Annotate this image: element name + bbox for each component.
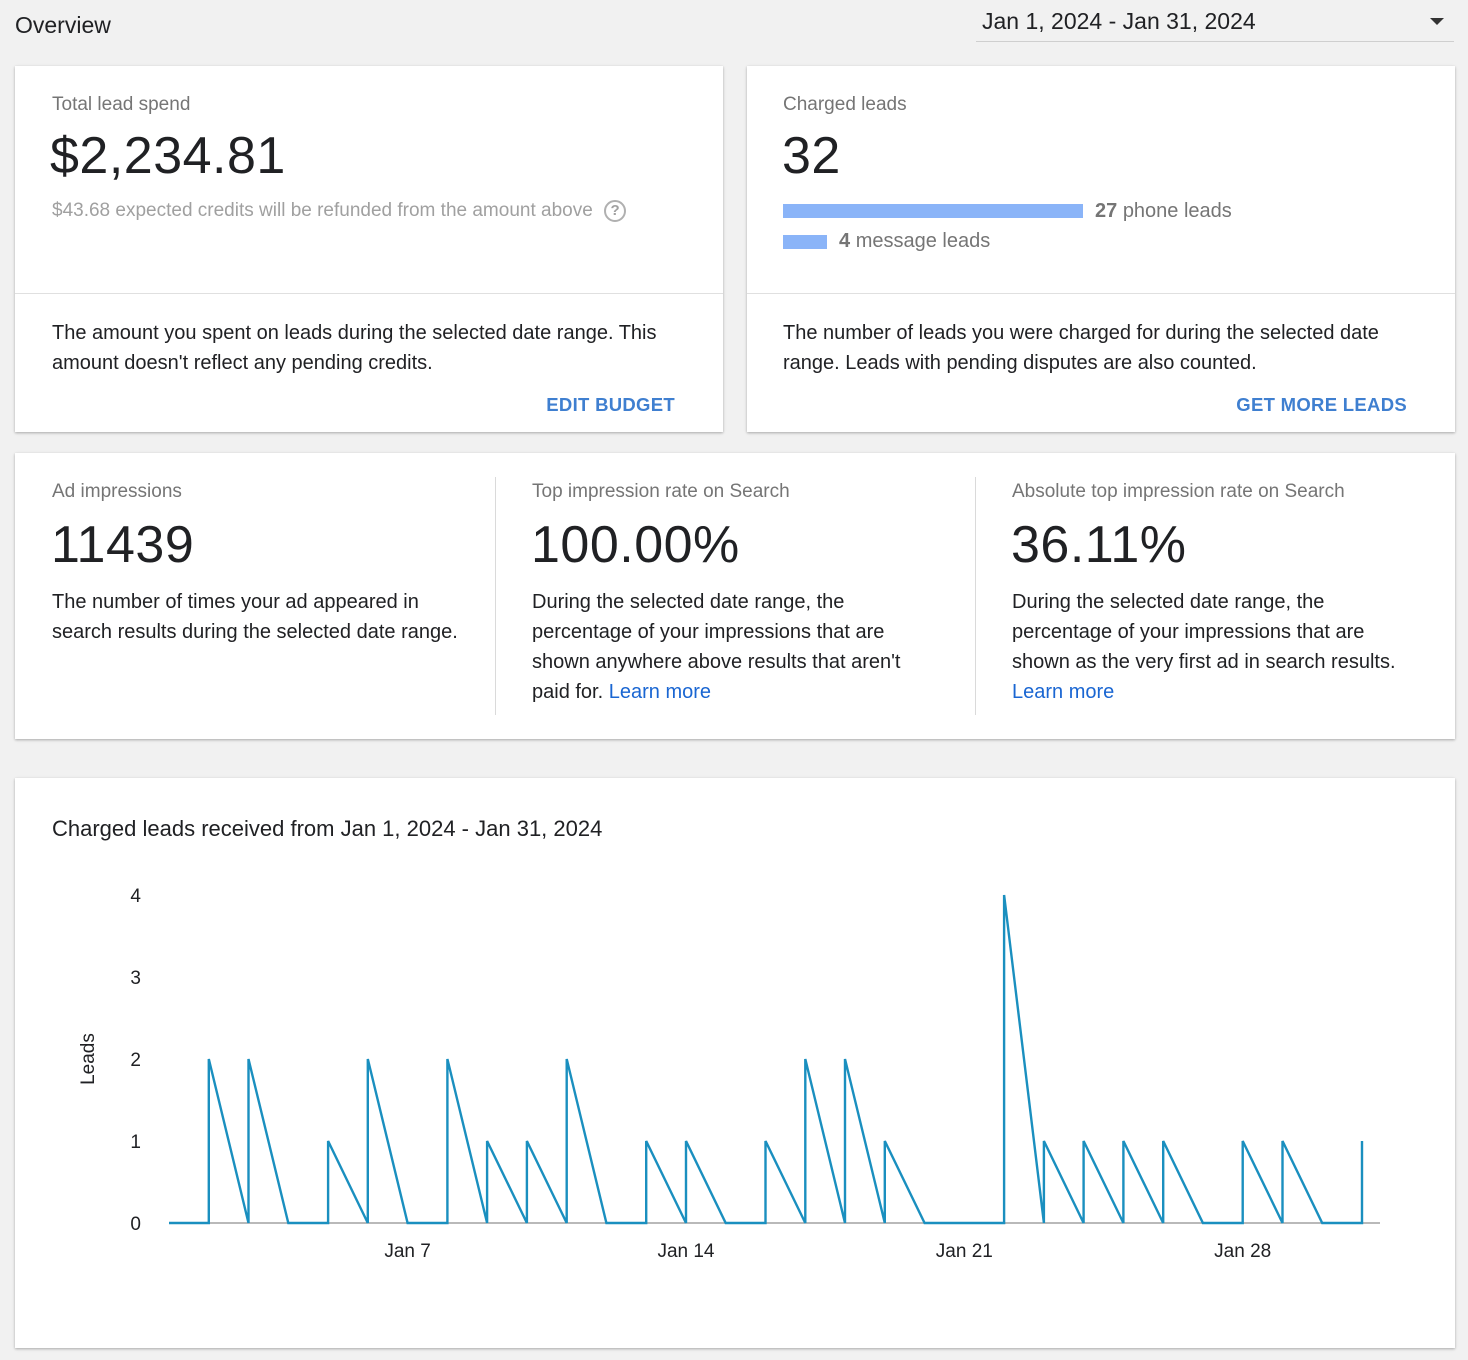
phone-leads-text: phone leads <box>1122 200 1232 222</box>
card-divider <box>15 293 723 294</box>
top-impression-rate-metric: Top impression rate on Search 100.00% Du… <box>531 453 952 737</box>
learn-more-link[interactable]: Learn more <box>608 681 712 703</box>
card-divider <box>747 293 1455 294</box>
ad-impressions-description: The number of times your ad appeared in … <box>52 591 458 643</box>
impression-metrics-card: Ad impressions 11439 The number of times… <box>15 453 1455 739</box>
y-tick-label: 0 <box>130 1214 141 1235</box>
y-tick-label: 3 <box>130 968 141 989</box>
y-tick-label: 4 <box>130 886 141 907</box>
message-leads-count: 4 <box>839 230 851 252</box>
x-tick-label: Jan 21 <box>936 1241 993 1262</box>
x-tick-label: Jan 7 <box>384 1241 430 1262</box>
date-range-selector[interactable]: Jan 1, 2024 - Jan 31, 2024 <box>976 4 1454 42</box>
x-tick-label: Jan 14 <box>657 1241 714 1262</box>
credits-note-text: $43.68 expected credits will be refunded… <box>52 200 593 222</box>
chart-title: Charged leads received from Jan 1, 2024 … <box>52 816 603 841</box>
y-axis-label: Leads <box>78 1033 99 1085</box>
absolute-top-impression-rate-text: During the selected date range, the perc… <box>1012 591 1396 673</box>
dropdown-arrow-icon <box>1430 18 1444 25</box>
help-circle-icon[interactable]: ? <box>604 200 627 222</box>
charged-leads-chart-card: Charged leads received from Jan 1, 2024 … <box>15 778 1455 1348</box>
column-separator <box>975 477 976 715</box>
top-bar: Overview Jan 1, 2024 - Jan 31, 2024 <box>0 0 1468 60</box>
ad-impressions-label: Ad impressions <box>52 481 182 502</box>
top-impression-rate-label: Top impression rate on Search <box>532 481 790 502</box>
ad-impressions-metric: Ad impressions 11439 The number of times… <box>51 453 472 737</box>
phone-leads-count: 27 <box>1095 200 1118 222</box>
total-lead-spend-card: Total lead spend $2,234.81 $43.68 expect… <box>15 66 723 432</box>
y-tick-label: 1 <box>130 1132 141 1153</box>
message-leads-bar <box>783 235 827 249</box>
top-impression-rate-text: During the selected date range, the perc… <box>532 591 901 703</box>
top-impression-rate-description: During the selected date range, the perc… <box>532 587 932 707</box>
message-leads-text: message leads <box>855 230 991 252</box>
charged-leads-card: Charged leads 32 27 phone leads 4 messag… <box>747 66 1455 432</box>
credits-note: $43.68 expected credits will be refunded… <box>52 200 627 222</box>
charged-leads-description: The number of leads you were charged for… <box>783 322 1379 374</box>
total-lead-spend-value: $2,234.81 <box>50 127 286 185</box>
get-more-leads-button[interactable]: GET MORE LEADS <box>1236 394 1407 415</box>
leads-line-chart: 0 1 2 3 4 Leads Jan 7 Jan 14 Jan 21 Jan 28 <box>78 886 1380 1262</box>
total-lead-spend-description: The amount you spent on leads during the… <box>52 322 657 374</box>
absolute-top-impression-rate-description: During the selected date range, the perc… <box>1012 587 1427 707</box>
learn-more-link[interactable]: Learn more <box>1012 681 1115 703</box>
message-leads-legend: 4 message leads <box>839 230 990 253</box>
leads-series-line <box>169 894 1364 1225</box>
edit-budget-button[interactable]: EDIT BUDGET <box>546 394 675 415</box>
absolute-top-impression-rate-value: 36.11% <box>1011 516 1187 574</box>
top-impression-rate-value: 100.00% <box>531 516 740 574</box>
absolute-top-impression-rate-metric: Absolute top impression rate on Search 3… <box>1011 453 1432 737</box>
phone-leads-legend: 27 phone leads <box>1095 200 1232 223</box>
date-range-value: Jan 1, 2024 - Jan 31, 2024 <box>982 8 1256 34</box>
y-tick-label: 2 <box>130 1050 141 1071</box>
phone-leads-bar <box>783 204 1083 218</box>
ad-impressions-value: 11439 <box>51 516 195 574</box>
page-title: Overview <box>15 12 111 38</box>
absolute-top-impression-rate-label: Absolute top impression rate on Search <box>1012 481 1345 502</box>
x-tick-label: Jan 28 <box>1214 1241 1271 1262</box>
total-lead-spend-label: Total lead spend <box>52 94 191 115</box>
charged-leads-label: Charged leads <box>783 94 907 115</box>
column-separator <box>495 477 496 715</box>
charged-leads-value: 32 <box>782 127 841 185</box>
